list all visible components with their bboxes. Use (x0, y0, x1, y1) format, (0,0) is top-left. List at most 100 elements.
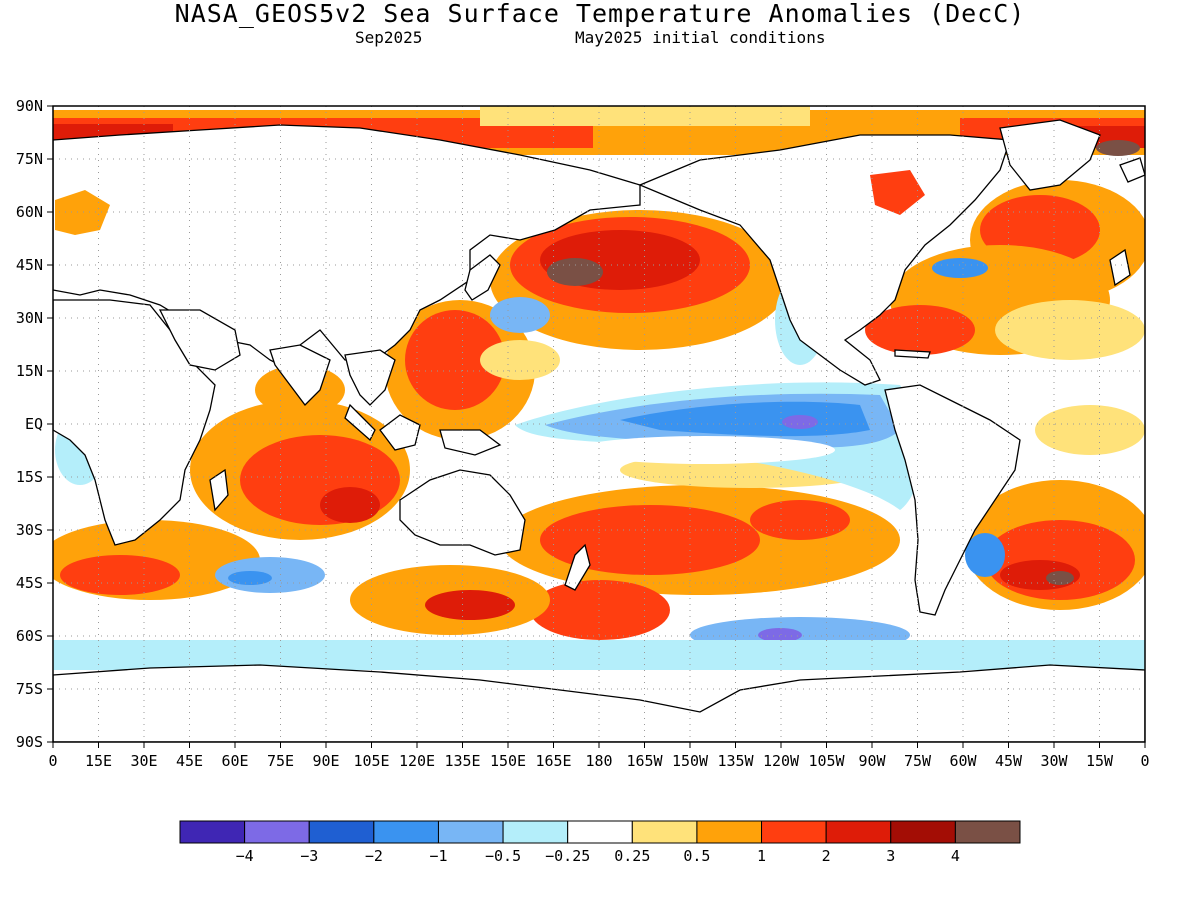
south-pacific-warm-core-2 (750, 500, 850, 540)
circumpolar-cool-band (53, 640, 1145, 670)
south-pacific-warm-south (530, 580, 670, 640)
chart-title: NASA_GEOS5v2 Sea Surface Temperature Ano… (174, 0, 1026, 28)
longitude-axis: 0 15E 30E 45E 60E 75E 90E 105E 120E 135E 150E 165E 1… (48, 742, 1150, 770)
graticule (53, 106, 1145, 742)
colorbar-legend: −4 −3 −2 −1 −0.5 −0.25 0.25 0.5 1 2 3 4 (179, 820, 1021, 865)
new-guinea (439, 429, 502, 456)
colorbar-label: −4 (236, 847, 254, 865)
brazil-malvinas-cool (965, 533, 1005, 577)
colorbar-bin (696, 820, 763, 844)
lon-tick-label: 75W (904, 752, 932, 770)
colorbar-bin (761, 820, 827, 844)
new-zealand (564, 543, 591, 591)
lon-tick-label: 15E (85, 752, 112, 770)
colorbar-bin (954, 820, 1021, 844)
lat-tick-label: 90N (16, 97, 43, 115)
colorbar-bin (244, 820, 310, 844)
lon-tick-label: 15W (1086, 752, 1114, 770)
south-indian-cool-core (228, 571, 272, 585)
south-atlantic-extreme-warm (1046, 571, 1074, 585)
lon-tick-label: 45E (176, 752, 203, 770)
indian-ocean-strong-warm (320, 487, 380, 523)
lon-tick-label: 0 (1140, 752, 1149, 770)
subtropical-atlantic-mild (995, 300, 1145, 360)
lat-tick-label: 15N (16, 362, 43, 380)
colorbar-label: −3 (300, 847, 318, 865)
lon-tick-label: 45W (995, 752, 1023, 770)
antarctica (53, 664, 1145, 742)
lon-tick-label: 90E (312, 752, 339, 770)
lon-tick-label: 180 (585, 752, 612, 770)
indochina (344, 349, 396, 406)
map-field (53, 106, 1145, 742)
lon-tick-label: 150W (672, 752, 709, 770)
lon-tick-label: 0 (48, 752, 57, 770)
latitude-axis: 90N 75N 60N 45N 30N 15N EQ 15S 30S 45S 60S 75S 90S (16, 97, 53, 751)
lon-tick-label: 75E (267, 752, 294, 770)
lon-tick-label: 120W (763, 752, 800, 770)
colorbar-label: −2 (365, 847, 383, 865)
gulf-stream-cool (932, 258, 988, 278)
lon-tick-label: 165E (535, 752, 571, 770)
arctic-mild-strip (480, 106, 810, 126)
australia (399, 469, 526, 556)
hudson-bay (870, 170, 925, 215)
cool-anomaly-regions (53, 258, 1145, 670)
lon-tick-label: 105W (808, 752, 845, 770)
western-pacific-warm-core (405, 310, 505, 410)
colorbar-label: 2 (822, 847, 831, 865)
southern-ocean-strong-cool (758, 628, 802, 642)
lat-tick-label: 60N (16, 203, 43, 221)
lat-tick-label: 30S (16, 521, 43, 539)
lon-tick-label: 60W (949, 752, 977, 770)
colorbar-bin (631, 820, 698, 844)
lon-tick-label: 30E (130, 752, 157, 770)
india (269, 344, 331, 406)
land-masses (53, 119, 1145, 742)
colorbar-label: −1 (429, 847, 447, 865)
western-pacific-mild (480, 340, 560, 380)
lon-tick-label: 165W (626, 752, 663, 770)
lat-tick-label: 45S (16, 574, 43, 592)
colorbar-label: 4 (951, 847, 960, 865)
south-pacific-warm-core (540, 505, 760, 575)
lon-tick-label: 135W (717, 752, 754, 770)
north-pacific-extreme-warm (547, 258, 603, 286)
colorbar-bin (825, 820, 892, 844)
lat-tick-label: 90S (16, 733, 43, 751)
lat-tick-label: 75N (16, 150, 43, 168)
tropical-atlantic-mild (1035, 405, 1145, 455)
lat-tick-label: 30N (16, 309, 43, 327)
greenland (999, 119, 1101, 191)
forecast-month: Sep2025 (355, 28, 423, 47)
equatorial-neutral-band (575, 436, 835, 464)
japan (464, 254, 501, 301)
colorbar-bin (308, 820, 375, 844)
lat-tick-label: EQ (25, 415, 43, 433)
lon-tick-label: 90W (858, 752, 886, 770)
colorbar-label: 3 (886, 847, 895, 865)
colorbar-label: −0.5 (485, 847, 521, 865)
colorbar-bin (179, 820, 246, 844)
colorbar-label: −0.25 (545, 847, 590, 865)
lat-tick-label: 75S (16, 680, 43, 698)
colorbar-bin (437, 820, 504, 844)
lon-tick-label: 135E (444, 752, 480, 770)
lon-tick-label: 60E (221, 752, 248, 770)
south-atlantic-warm-core (985, 520, 1135, 600)
south-america (884, 384, 1021, 616)
british-isles (1109, 248, 1131, 287)
sumatra (344, 403, 376, 442)
lon-tick-label: 105E (353, 752, 389, 770)
lat-tick-label: 60S (16, 627, 43, 645)
scandinavia-sea (55, 190, 110, 235)
caribbean-islands (894, 349, 931, 359)
colorbar-bin (373, 820, 439, 844)
lon-tick-label: 30W (1040, 752, 1068, 770)
colorbar-bin (502, 820, 569, 844)
iceland (1119, 157, 1145, 183)
south-indian-strong-warm (425, 590, 515, 620)
lat-tick-label: 15S (16, 468, 43, 486)
madagascar (209, 468, 229, 512)
